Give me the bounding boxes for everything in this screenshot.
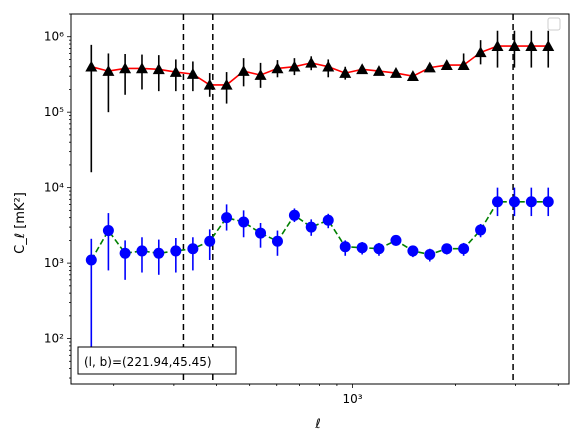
point-s1-13	[305, 221, 317, 233]
point-s1-15	[339, 241, 351, 253]
y-axis-label: C_ℓ [mK²]	[13, 192, 28, 254]
point-s1-11	[271, 235, 283, 247]
point-s0-10	[254, 69, 267, 80]
point-s1-19	[407, 245, 419, 257]
point-s0-12	[288, 60, 301, 72]
point-s0-21	[440, 59, 453, 70]
point-s1-8	[221, 212, 233, 224]
point-s0-23	[474, 46, 487, 58]
point-s1-23	[475, 224, 487, 236]
point-s1-12	[288, 209, 300, 221]
point-s1-6	[187, 243, 199, 255]
y-tick-label: 10⁴	[44, 181, 64, 195]
point-s0-19	[406, 70, 419, 81]
point-s1-21	[441, 243, 453, 255]
point-s0-14	[322, 60, 335, 72]
point-s0-1	[102, 65, 115, 76]
point-s0-4	[152, 63, 165, 75]
point-s0-6	[186, 68, 199, 79]
point-s1-9	[238, 216, 250, 228]
point-s1-7	[204, 235, 216, 247]
point-s1-2	[119, 247, 131, 259]
point-s1-18	[390, 234, 402, 246]
point-s1-4	[153, 247, 165, 259]
point-s1-0	[85, 254, 97, 266]
point-s0-2	[119, 62, 132, 74]
point-s0-24	[491, 40, 504, 51]
point-s0-22	[457, 59, 470, 70]
series-line-1	[90, 201, 549, 261]
y-tick-label: 10⁶	[44, 30, 64, 44]
point-s0-16	[356, 63, 369, 75]
point-s1-16	[356, 242, 368, 254]
x-tick-label: 10³	[342, 392, 362, 406]
point-s0-13	[305, 56, 318, 68]
y-tick-label: 10²	[44, 332, 64, 346]
x-axis-label: ℓ	[314, 417, 320, 432]
series-line-0	[91, 45, 549, 86]
plot-layer	[85, 14, 555, 384]
point-s1-17	[373, 243, 385, 255]
point-s1-10	[255, 227, 267, 239]
point-s1-22	[458, 243, 470, 255]
y-tick-label: 10⁵	[44, 105, 64, 119]
point-s0-0	[85, 60, 98, 72]
point-s1-5	[170, 245, 182, 257]
point-s0-9	[237, 65, 250, 76]
point-s0-18	[389, 67, 402, 78]
y-tick-label: 10³	[44, 256, 64, 270]
point-s0-20	[423, 61, 436, 73]
point-s0-11	[271, 62, 284, 74]
point-s0-26	[525, 40, 538, 51]
point-s1-25	[508, 196, 520, 208]
point-s0-3	[135, 62, 148, 74]
point-s0-8	[220, 78, 233, 90]
point-s0-15	[339, 67, 352, 78]
point-s1-14	[322, 214, 334, 226]
legend-box	[547, 17, 561, 31]
point-s0-17	[372, 65, 385, 76]
point-s0-7	[203, 78, 216, 90]
point-s1-1	[102, 225, 114, 237]
point-s1-26	[525, 196, 537, 208]
point-s0-25	[508, 40, 521, 51]
point-s1-27	[542, 196, 554, 208]
point-s1-20	[424, 249, 436, 261]
point-s0-27	[542, 40, 555, 51]
point-s0-5	[169, 66, 182, 77]
point-s1-24	[492, 196, 504, 208]
axes-layer: 10² 10³ 10⁴ 10⁵ 10⁶ 10³	[44, 13, 570, 406]
annotation-box: (l, b)=(221.94,45.45)	[77, 346, 237, 375]
annotation-text: (l, b)=(221.94,45.45)	[84, 355, 212, 369]
point-s1-3	[136, 245, 148, 257]
